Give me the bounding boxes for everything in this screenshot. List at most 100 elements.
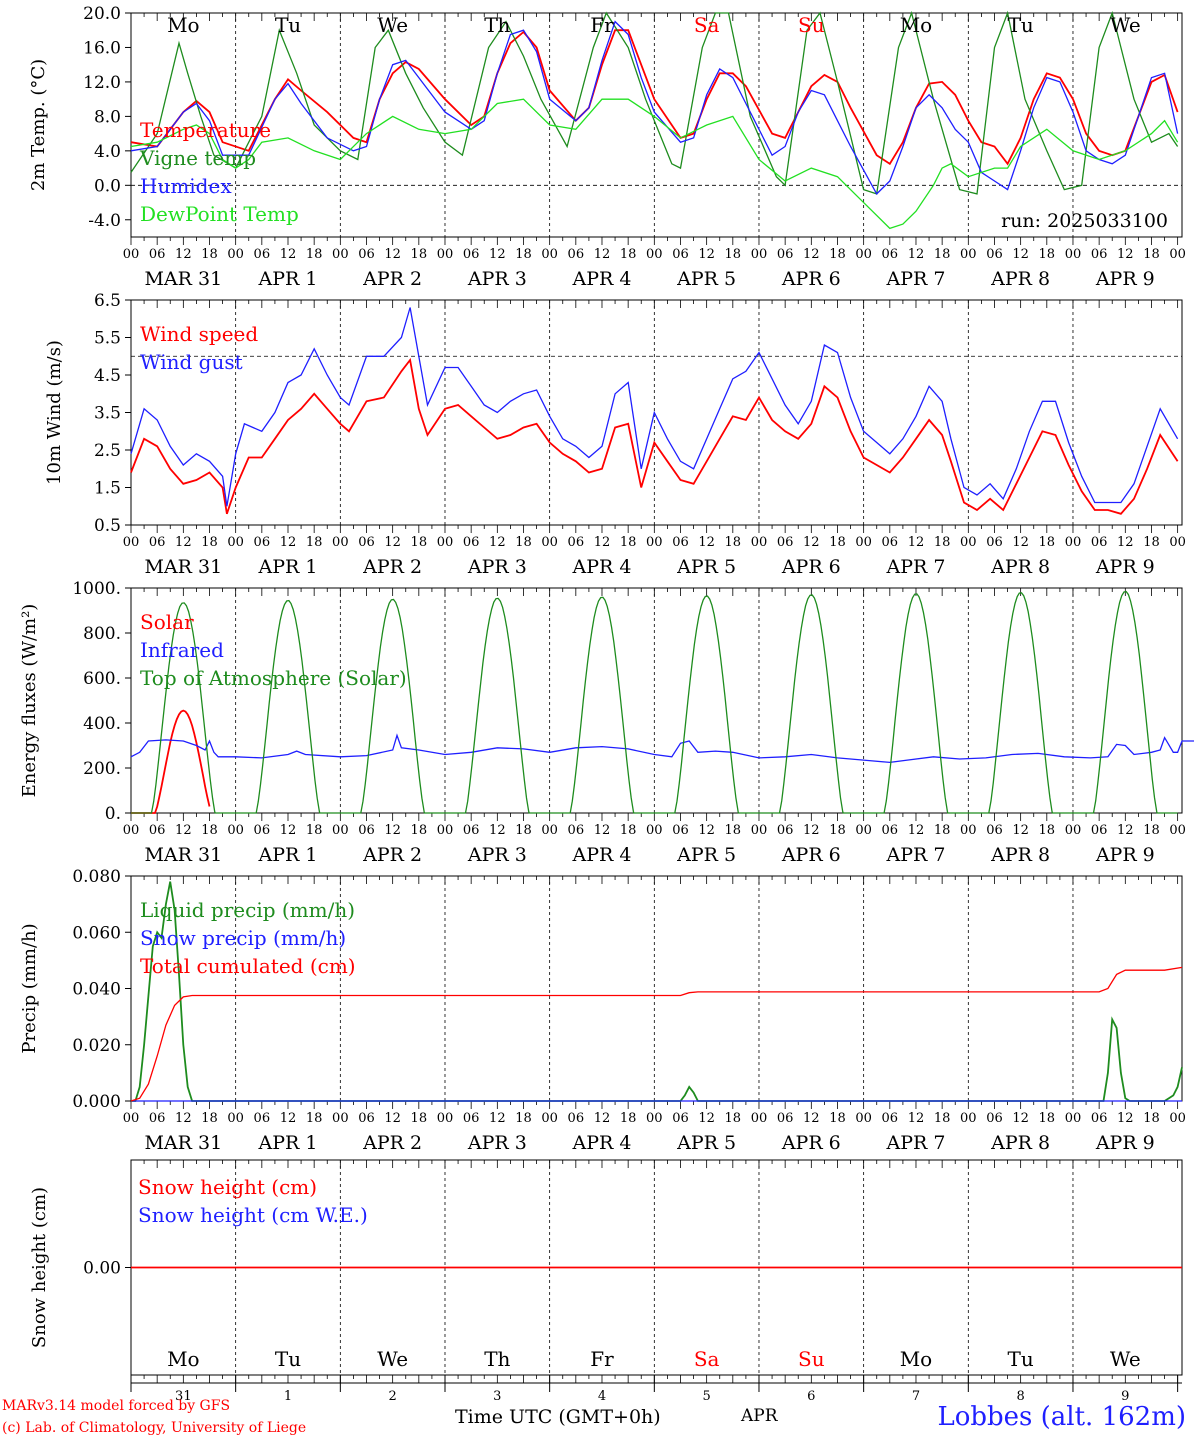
x-hour-label: 12 (594, 535, 611, 550)
x-date-label: APR 5 (676, 844, 736, 866)
x-hour-label: 00 (1065, 535, 1082, 550)
x-date-label: APR 5 (676, 556, 736, 578)
legend-entry: Wind speed (140, 322, 258, 346)
x-hour-label: 00 (855, 535, 872, 550)
day-name-bottom: Mo (167, 1347, 200, 1371)
series-line-dewpoint-temp (130, 98, 1179, 230)
x-hour-label: 12 (1012, 1111, 1029, 1126)
x-hour-label: 00 (1065, 823, 1082, 838)
x-hour-label: 00 (332, 823, 349, 838)
x-hour-label: 12 (698, 535, 715, 550)
x-date-label: APR 4 (572, 268, 632, 290)
panel-frame (130, 299, 1183, 526)
x-hour-label: 18 (1143, 247, 1160, 262)
x-hour-label: 00 (646, 823, 663, 838)
legend-entry: Total cumulated (cm) (140, 954, 356, 978)
x-date-label: APR 1 (258, 1132, 318, 1154)
legend-entry: Liquid precip (mm/h) (140, 898, 355, 922)
day-name-bottom: Mo (900, 1347, 933, 1371)
y-tick-label: 0.060 (72, 923, 121, 943)
x-hour-label: 06 (882, 535, 899, 550)
x-hour-label: 00 (437, 535, 454, 550)
day-name-top: Mo (900, 13, 933, 37)
day-name-top: Mo (167, 13, 200, 37)
y-tick-label: 0.5 (94, 516, 121, 536)
legend-entry: Solar (140, 610, 194, 634)
x-date-label: APR 1 (258, 844, 318, 866)
y-tick-label: 0.080 (72, 867, 121, 887)
x-hour-label: 18 (725, 823, 742, 838)
x-hour-label: 00 (332, 535, 349, 550)
day-name-top: Th (484, 13, 510, 37)
x-date-label: APR 7 (886, 268, 946, 290)
x-hour-label: 00 (960, 1111, 977, 1126)
x-hour-label: 18 (934, 823, 951, 838)
y-tick-label: 8.0 (94, 107, 121, 127)
x-hour-label: 06 (463, 247, 480, 262)
x-hour-label: 06 (463, 535, 480, 550)
x-date-label: APR 3 (467, 1132, 527, 1154)
x-hour-label: 12 (1117, 247, 1134, 262)
day-number-label: 31 (175, 1389, 192, 1404)
x-hour-label: 00 (960, 823, 977, 838)
x-hour-label: 00 (646, 535, 663, 550)
x-hour-label: 12 (908, 247, 925, 262)
series-line-infrared (130, 733, 1194, 764)
x-hour-label: 12 (698, 823, 715, 838)
x-hour-label: 00 (332, 1111, 349, 1126)
x-hour-label: 06 (672, 823, 689, 838)
x-date-label: APR 9 (1095, 844, 1155, 866)
x-hour-label: 06 (777, 823, 794, 838)
x-hour-label: 18 (1039, 1111, 1056, 1126)
x-date-label: APR 6 (781, 844, 841, 866)
y-tick-label: 1.5 (94, 479, 121, 499)
day-number-label: 9 (1121, 1389, 1129, 1404)
series-line-wind-speed (130, 357, 1179, 515)
x-hour-label: 06 (358, 823, 375, 838)
day-name-top: We (1110, 13, 1141, 37)
legend-entry: DewPoint Temp (140, 202, 299, 226)
x-hour-label: 00 (855, 247, 872, 262)
x-hour-label: 00 (1169, 823, 1186, 838)
x-hour-label: 18 (306, 1111, 323, 1126)
x-hour-label: 12 (803, 1111, 820, 1126)
x-hour-label: 12 (175, 1111, 192, 1126)
x-hour-label: 12 (803, 535, 820, 550)
legend-entry: Humidex (140, 174, 232, 198)
x-date-label: APR 5 (676, 268, 736, 290)
x-hour-label: 12 (280, 823, 297, 838)
x-hour-label: 06 (254, 823, 271, 838)
x-hour-label: 12 (698, 247, 715, 262)
footer-month-label: APR (741, 1406, 778, 1426)
y-tick-label: 2.5 (94, 441, 121, 461)
x-hour-label: 06 (254, 247, 271, 262)
day-number-label: 7 (912, 1389, 920, 1404)
x-hour-label: 12 (1117, 823, 1134, 838)
x-hour-label: 06 (358, 247, 375, 262)
x-hour-label: 00 (541, 823, 558, 838)
footer-station-label: Lobbes (alt. 162m) (937, 1402, 1186, 1432)
day-name-bottom: Tu (275, 1347, 301, 1371)
y-tick-label: 4.0 (94, 142, 121, 162)
day-name-top: We (377, 13, 408, 37)
day-number-label: 6 (807, 1389, 815, 1404)
x-hour-label: 18 (829, 247, 846, 262)
x-hour-label: 06 (568, 1111, 585, 1126)
x-hour-label: 00 (123, 247, 140, 262)
x-hour-label: 18 (725, 535, 742, 550)
y-tick-label: 0.0 (94, 176, 121, 196)
legend-entry: Top of Atmosphere (Solar) (140, 666, 407, 690)
x-hour-label: 06 (986, 1111, 1003, 1126)
x-hour-label: 06 (672, 535, 689, 550)
x-hour-label: 18 (1143, 1111, 1160, 1126)
day-number-label: 5 (703, 1389, 711, 1404)
x-hour-label: 00 (227, 823, 244, 838)
series-line-temperature (130, 29, 1179, 166)
x-hour-label: 00 (1065, 1111, 1082, 1126)
x-hour-label: 18 (620, 535, 637, 550)
legend-entry: Snow height (cm) (138, 1175, 317, 1199)
x-hour-label: 06 (777, 535, 794, 550)
day-name-top: Sa (694, 13, 720, 37)
x-hour-label: 00 (751, 247, 768, 262)
x-hour-label: 00 (1169, 247, 1186, 262)
